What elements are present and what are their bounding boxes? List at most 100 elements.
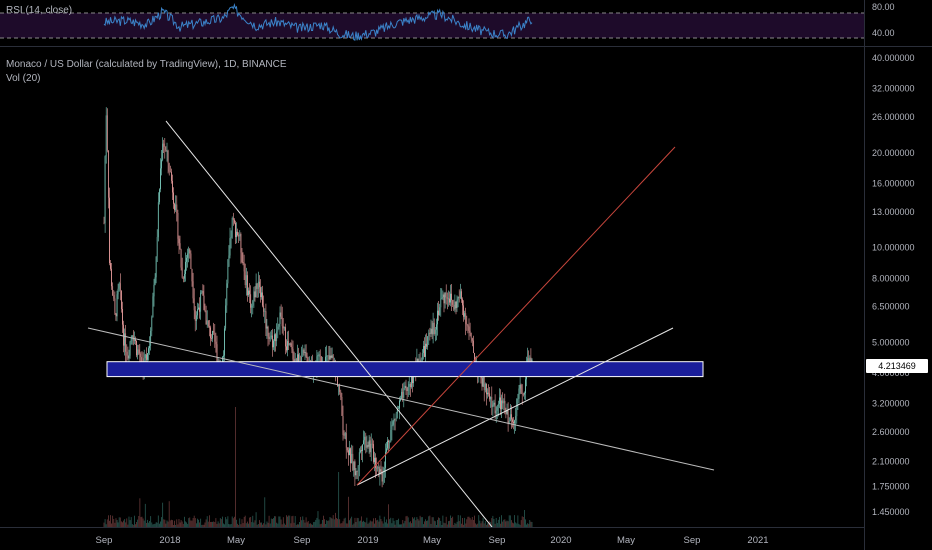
main-price-pane[interactable]: Monaco / US Dollar (calculated by Tradin… [0,47,864,528]
candle-body [147,353,148,360]
candle-body [243,263,245,272]
rsi-pane[interactable]: RSI (14, close) [0,0,864,46]
volume-bar [341,523,343,527]
candle-body [393,418,395,422]
volume-bar [129,520,131,527]
volume-bar [104,519,106,527]
volume-bar [116,520,118,527]
volume-bar [226,519,228,527]
volume-bar [476,524,477,527]
candle-body [496,406,498,411]
long-descending-trendline[interactable] [87,327,715,471]
rsi-line [103,3,533,41]
candle-body [184,274,185,279]
volume-bar [311,524,312,527]
price-axis[interactable]: 40.000000 32.000000 26.000000 20.000000 16.0… [864,47,929,550]
support-zone[interactable] [106,361,704,378]
candle-body [260,287,261,297]
volume-bar [382,523,384,527]
volume-bar [459,515,461,527]
candle-body [424,346,425,357]
candle-body [463,305,464,317]
candle-body [512,419,513,422]
candle-body [160,168,161,190]
volume-bar [172,520,173,527]
candle-body [417,358,419,362]
volume-bar [109,520,110,527]
volume-bar [209,515,210,527]
candle-body [257,281,259,289]
volume-bar [206,516,208,527]
volume-bar [528,523,530,527]
volume-bar [357,518,359,527]
volume-bar [232,518,234,527]
candle-body [281,316,283,327]
candle-body [140,357,142,362]
candle-body [421,353,423,360]
candle-body [481,378,483,387]
candle-body [270,335,272,338]
volume-bar [367,523,369,527]
candle-body [318,354,320,356]
volume-bar [277,523,279,527]
candle-body [167,150,169,164]
volume-bar [326,520,328,527]
candle-body [126,351,128,356]
candle-body [378,467,380,475]
candle-body [446,297,448,299]
volume-bar [500,523,501,527]
candle-body [368,440,370,447]
candle-body [515,416,517,421]
price-tick-label: 1.750000 [872,481,910,491]
time-axis-label: 2019 [357,535,378,546]
descending-trendline[interactable] [165,120,493,528]
volume-bar [317,511,319,527]
candle-body [188,249,190,254]
candle-body [454,301,456,310]
candle-body [197,309,198,316]
volume-bar [181,521,183,527]
volume-bar [272,519,273,527]
time-axis[interactable]: Sep 2018 May Sep 2019 May Sep 2020 May Sep 2021 [0,527,864,547]
candle-body [131,335,133,338]
ascending-trendline-light[interactable] [356,327,674,486]
volume-bar [279,516,281,527]
volume-bar [370,521,372,527]
volume-bar [308,523,310,527]
volume-bar [379,515,381,527]
volume-bar [470,519,472,527]
candle-body [464,313,466,317]
volume-bar [171,519,172,527]
volume-bar [457,515,459,527]
candle-body [225,305,227,329]
volume-bar [529,520,531,527]
candle-body [127,355,129,359]
price-tick-label: 6.500000 [872,302,910,312]
volume-legend: Vol (20) [6,73,40,84]
volume-bar [375,518,376,527]
volume-bar [248,523,249,527]
volume-bar [189,517,191,527]
candle-body [360,450,361,453]
rsi-axis[interactable]: 80.00 40.00 [864,0,895,46]
candle-body [155,256,157,278]
volume-bar [354,517,356,527]
candle-body [191,269,193,282]
volume-bar [283,523,285,527]
volume-bar [300,516,301,527]
price-tick-label: 2.600000 [872,427,910,437]
volume-bar [482,517,484,527]
candle-body [149,345,150,349]
candle-body [290,343,292,347]
volume-bar [496,523,498,527]
ascending-trendline-red[interactable] [356,146,676,486]
volume-bar [278,516,280,527]
volume-bar [165,523,167,527]
candle-body [488,392,489,394]
volume-bar [391,523,393,527]
candle-body [171,171,172,181]
candle-body [152,296,154,318]
candle-body [229,238,231,256]
volume-bar [301,520,303,527]
